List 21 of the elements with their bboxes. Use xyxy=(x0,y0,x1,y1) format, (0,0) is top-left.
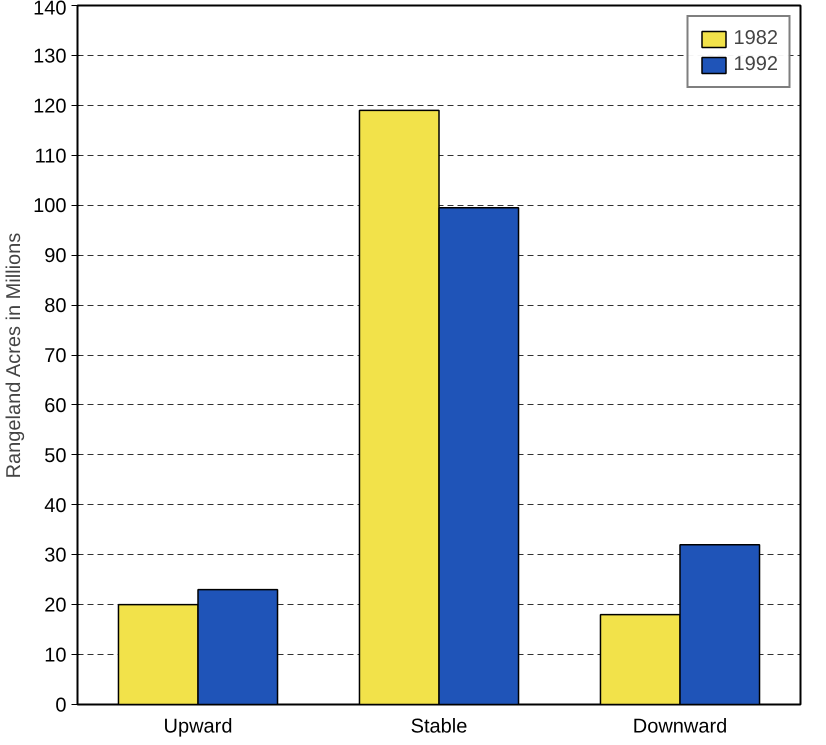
legend-label: 1982 xyxy=(734,27,778,50)
y-tick-label: 130 xyxy=(33,45,67,68)
y-tick-label: 110 xyxy=(34,145,67,168)
y-tick-label: 0 xyxy=(55,694,66,716)
y-tick-label: 30 xyxy=(44,544,67,567)
x-tick-label: Upward xyxy=(164,716,232,738)
y-tick-label: 60 xyxy=(44,394,67,417)
y-tick-label: 20 xyxy=(44,594,67,617)
y-tick-label: 140 xyxy=(33,0,67,20)
y-tick-label: 10 xyxy=(44,644,67,667)
y-tick-label: 40 xyxy=(44,494,67,517)
y-tick-label: 50 xyxy=(44,444,67,467)
y-axis-title: Rangeland Acres in Millions xyxy=(3,232,26,478)
y-tick-label: 100 xyxy=(33,195,67,218)
y-tick-label: 70 xyxy=(44,345,67,367)
y-tick-label: 80 xyxy=(44,295,67,318)
x-tick-label: Downward xyxy=(632,716,728,738)
x-tick-label: Stable xyxy=(410,716,468,738)
y-tick-label: 90 xyxy=(44,245,67,268)
legend-label: 1992 xyxy=(734,53,778,76)
y-tick-label: 120 xyxy=(33,95,67,118)
